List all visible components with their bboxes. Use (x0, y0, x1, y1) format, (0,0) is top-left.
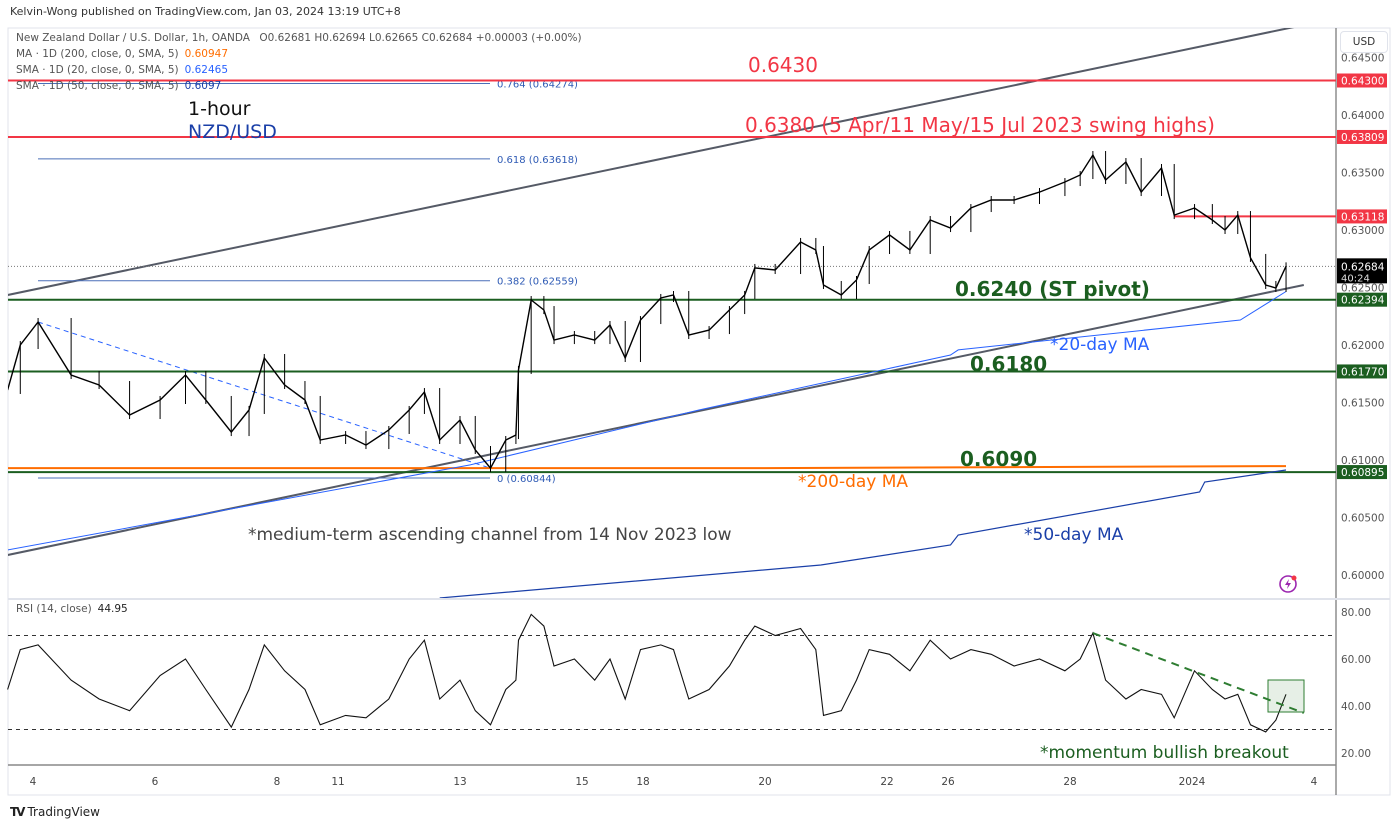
ma200-line (8, 465, 1287, 470)
breakout-highlight-box (1267, 679, 1305, 713)
rsi-line (7, 613, 1287, 733)
fib-level-label: 0.382 (0.62559) (497, 277, 578, 288)
rsi-value: 44.95 (97, 603, 128, 615)
level-annotation: 0.6240 (ST pivot) (955, 277, 1150, 301)
channel-upper-line (8, 28, 1295, 296)
channel-annotation: *medium-term ascending channel from 14 N… (248, 525, 732, 545)
ma50-annotation: *50-day MA (1024, 525, 1124, 545)
level-axis-label: 0.61770 (1341, 366, 1384, 378)
time-axis[interactable]: 4 6 8 11 13 15 18 20 22 26 28 2024 4 (30, 776, 1318, 788)
level-axis-tag (1337, 364, 1387, 379)
chart-title: 1-hour (188, 98, 251, 120)
rsi-legend[interactable]: RSI (14, close) 44.95 (16, 603, 128, 615)
time-tick-label: 11 (331, 776, 344, 788)
rsi-tick-label: 60.00 (1341, 654, 1371, 666)
time-tick-label: 22 (880, 776, 893, 788)
sma20-value: 0.62465 (184, 64, 229, 76)
current-price-label: 0.62684 (1341, 261, 1385, 273)
alert-icon[interactable] (1279, 575, 1297, 593)
ma200-value: 0.60947 (184, 48, 229, 60)
rsi-tick-label: 80.00 (1341, 607, 1371, 619)
time-tick-label: 2024 (1179, 776, 1206, 788)
chart-subtitle: NZD/USD (188, 121, 277, 143)
sma50-value: 0.6097 (184, 80, 222, 92)
level-axis-label: 0.63809 (1341, 132, 1384, 144)
fib-level-label: 0.764 (0.64274) (497, 79, 578, 90)
time-tick-label: 6 (152, 776, 159, 788)
price-tick-label: 0.63500 (1341, 168, 1384, 180)
level-axis-tag (1337, 465, 1387, 480)
sma20-legend[interactable]: SMA · 1D (20, close, 0, SMA, 5) 0.62465 (16, 64, 228, 76)
symbol-name: New Zealand Dollar / U.S. Dollar, 1h, OA… (16, 32, 250, 44)
level-annotation: 0.6180 (970, 352, 1047, 376)
time-tick-label: 26 (941, 776, 955, 788)
level-axis-tag (1337, 73, 1387, 88)
price-line (8, 153, 1287, 470)
tradingview-brand: TradingView (27, 805, 100, 819)
sma20-label: SMA · 1D (20, close, 0, SMA, 5) (16, 64, 179, 76)
time-tick-label: 4 (30, 776, 37, 788)
time-tick-label: 13 (453, 776, 466, 788)
ma20-annotation: *20-day MA (1050, 335, 1150, 355)
time-tick-label: 4 (1311, 776, 1318, 788)
level-axis-tag (1337, 129, 1387, 144)
price-tick-label: 0.61000 (1341, 455, 1384, 467)
rsi-trendline (1092, 632, 1305, 714)
level-axis-tag (1337, 209, 1387, 224)
ohlc-values: O0.62681 H0.62694 L0.62665 C0.62684 +0.0… (259, 32, 582, 44)
rsi-pane (7, 613, 1336, 733)
tradingview-logo[interactable]: TV TradingView (10, 805, 100, 819)
current-price-tag (1337, 258, 1387, 284)
bar-countdown-label: 40:24 (1341, 273, 1370, 284)
fib-level-label: 0.618 (0.63618) (497, 155, 578, 166)
level-annotation: 0.6380 (5 Apr/11 May/15 Jul 2023 swing h… (745, 113, 1215, 137)
rsi-annotation: *momentum bullish breakout (1040, 743, 1289, 763)
sma50-label: SMA · 1D (50, close, 0, SMA, 5) (16, 80, 179, 92)
price-tick-label: 0.62000 (1341, 340, 1384, 352)
time-tick-label: 8 (274, 776, 281, 788)
price-tick-label: 0.60000 (1341, 570, 1384, 582)
time-tick-label: 15 (575, 776, 588, 788)
time-tick-label: 20 (758, 776, 771, 788)
level-axis-label: 0.62394 (1341, 295, 1385, 307)
price-tick-label: 0.61500 (1341, 398, 1384, 410)
fib-level-label: 0 (0.60844) (497, 474, 556, 485)
symbol-legend: New Zealand Dollar / U.S. Dollar, 1h, OA… (16, 32, 582, 44)
level-axis-label: 0.60895 (1341, 467, 1384, 479)
price-tick-label: 0.63000 (1341, 225, 1384, 237)
level-axis-tag (1337, 292, 1387, 307)
price-tick-label: 0.62500 (1341, 283, 1384, 295)
price-tick-label: 0.64000 (1341, 110, 1384, 122)
level-annotation: 0.6430 (748, 53, 818, 77)
time-tick-label: 28 (1063, 776, 1076, 788)
level-axis-label: 0.64300 (1341, 76, 1384, 88)
tv-logo-icon: TV (10, 805, 26, 819)
ma200-label: MA · 1D (200, close, 0, SMA, 5) (16, 48, 179, 60)
ma200-annotation: *200-day MA (798, 472, 908, 492)
published-caption: Kelvin-Wong published on TradingView.com… (10, 5, 401, 18)
price-tick-label: 0.64500 (1341, 53, 1384, 65)
price-pane: 0.764 (0.64274) 0.618 (0.63618) 0.382 (0.6… (8, 28, 1336, 598)
ma200-legend[interactable]: MA · 1D (200, close, 0, SMA, 5) 0.60947 (16, 48, 228, 60)
price-tick-label: 0.60500 (1341, 513, 1384, 525)
price-axis[interactable]: 0.64300 0.63809 0.63118 0.62394 0.61770 0.608… (1337, 53, 1387, 761)
rsi-label: RSI (14, close) (16, 603, 92, 615)
sma50-legend[interactable]: SMA · 1D (50, close, 0, SMA, 5) 0.6097 (16, 80, 221, 92)
rsi-tick-label: 20.00 (1341, 748, 1371, 760)
time-tick-label: 18 (636, 776, 649, 788)
rsi-tick-label: 40.00 (1341, 701, 1371, 713)
level-axis-label: 0.63118 (1341, 211, 1384, 223)
currency-button[interactable]: USD (1340, 31, 1388, 53)
ma20-line (8, 291, 1287, 551)
ma50-line (439, 469, 1287, 598)
